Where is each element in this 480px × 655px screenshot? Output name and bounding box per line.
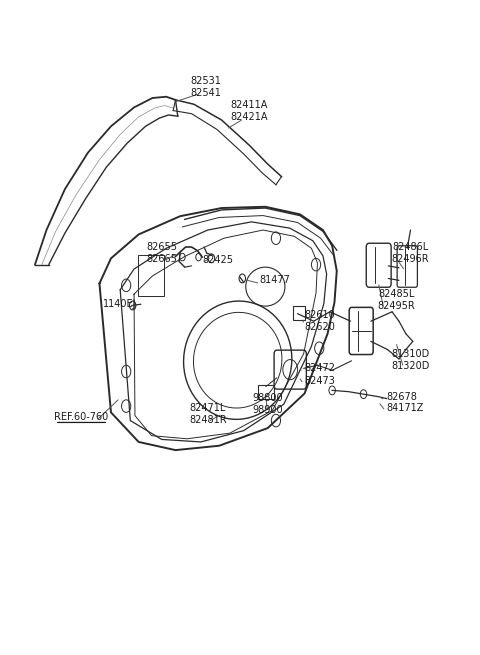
Text: 82610
82620: 82610 82620: [304, 310, 336, 332]
Text: 82655
82665: 82655 82665: [146, 242, 177, 265]
Text: 1140EJ: 1140EJ: [104, 299, 137, 309]
Text: 82485L
82495R: 82485L 82495R: [378, 290, 416, 312]
Text: 82473: 82473: [304, 376, 336, 386]
Text: 81310D
81320D: 81310D 81320D: [391, 349, 430, 371]
Text: 82486L
82496R: 82486L 82496R: [392, 242, 429, 265]
Text: 82471L
82481R: 82471L 82481R: [189, 403, 227, 425]
Text: 81477: 81477: [259, 274, 290, 285]
Text: 82425: 82425: [202, 255, 233, 265]
Text: 82531
82541: 82531 82541: [190, 76, 221, 98]
Text: 98800
98900: 98800 98900: [252, 393, 283, 415]
Text: 82678: 82678: [386, 392, 418, 402]
Text: 82411A
82421A: 82411A 82421A: [230, 100, 268, 122]
Text: 82472: 82472: [304, 364, 336, 373]
Text: REF.60-760: REF.60-760: [54, 412, 108, 422]
Text: 84171Z: 84171Z: [386, 403, 424, 413]
